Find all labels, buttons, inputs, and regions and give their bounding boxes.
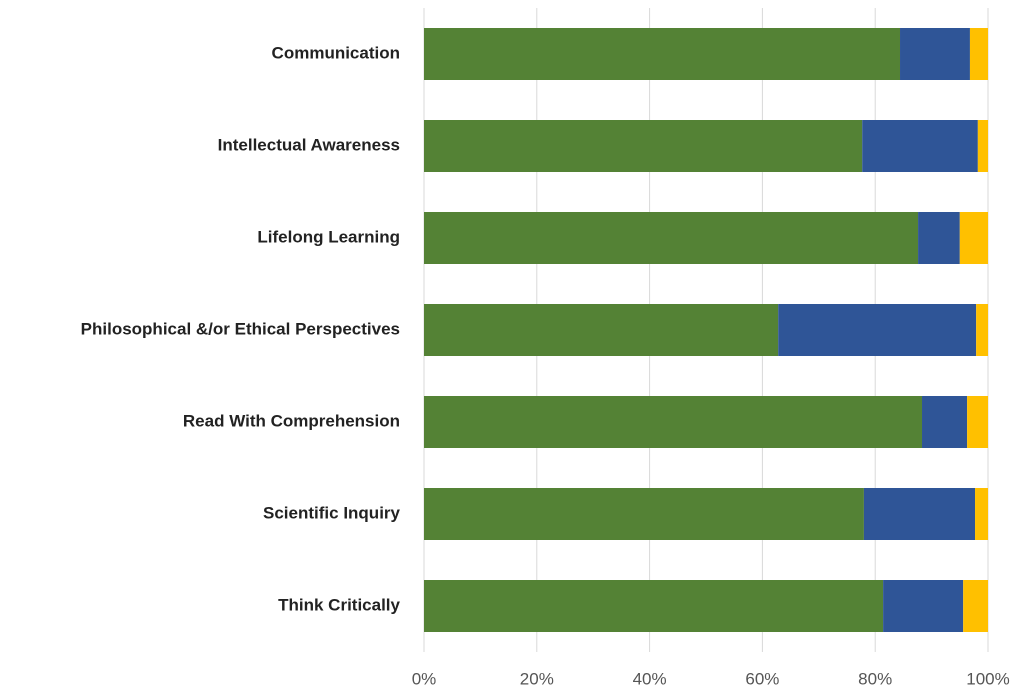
y-tick-label: Lifelong Learning: [257, 227, 400, 246]
x-tick-label: 20%: [520, 669, 554, 688]
x-tick-label: 0%: [412, 669, 437, 688]
bar-segment: [883, 580, 964, 632]
bar-segment: [967, 396, 988, 448]
bar-segment: [424, 120, 863, 172]
bar-segment: [975, 488, 988, 540]
x-tick-label: 100%: [966, 669, 1009, 688]
bar-segment: [918, 212, 960, 264]
x-tick-label: 60%: [745, 669, 779, 688]
bar-segment: [963, 580, 988, 632]
y-tick-label: Communication: [272, 43, 400, 62]
bar-segment: [424, 212, 919, 264]
y-tick-label: Intellectual Awareness: [218, 135, 400, 154]
bar-segment: [424, 28, 901, 80]
bar-segment: [976, 304, 988, 356]
y-tick-label: Think Critically: [278, 595, 400, 614]
bar-segment: [863, 488, 976, 540]
x-tick-label: 80%: [858, 669, 892, 688]
bar-segment: [900, 28, 970, 80]
y-tick-label: Philosophical &/or Ethical Perspectives: [81, 319, 400, 338]
y-tick-label: Read With Comprehension: [183, 411, 400, 430]
bar-segment: [969, 28, 988, 80]
bar-segment: [922, 396, 968, 448]
bar-segment: [424, 580, 884, 632]
bar-segment: [424, 304, 779, 356]
bar-segment: [424, 396, 923, 448]
y-tick-label: Scientific Inquiry: [263, 503, 401, 522]
bar-segment: [424, 488, 864, 540]
bar-segment: [862, 120, 978, 172]
bar-segment: [778, 304, 977, 356]
bar-segment: [977, 120, 988, 172]
bar-segment: [959, 212, 988, 264]
x-tick-label: 40%: [633, 669, 667, 688]
